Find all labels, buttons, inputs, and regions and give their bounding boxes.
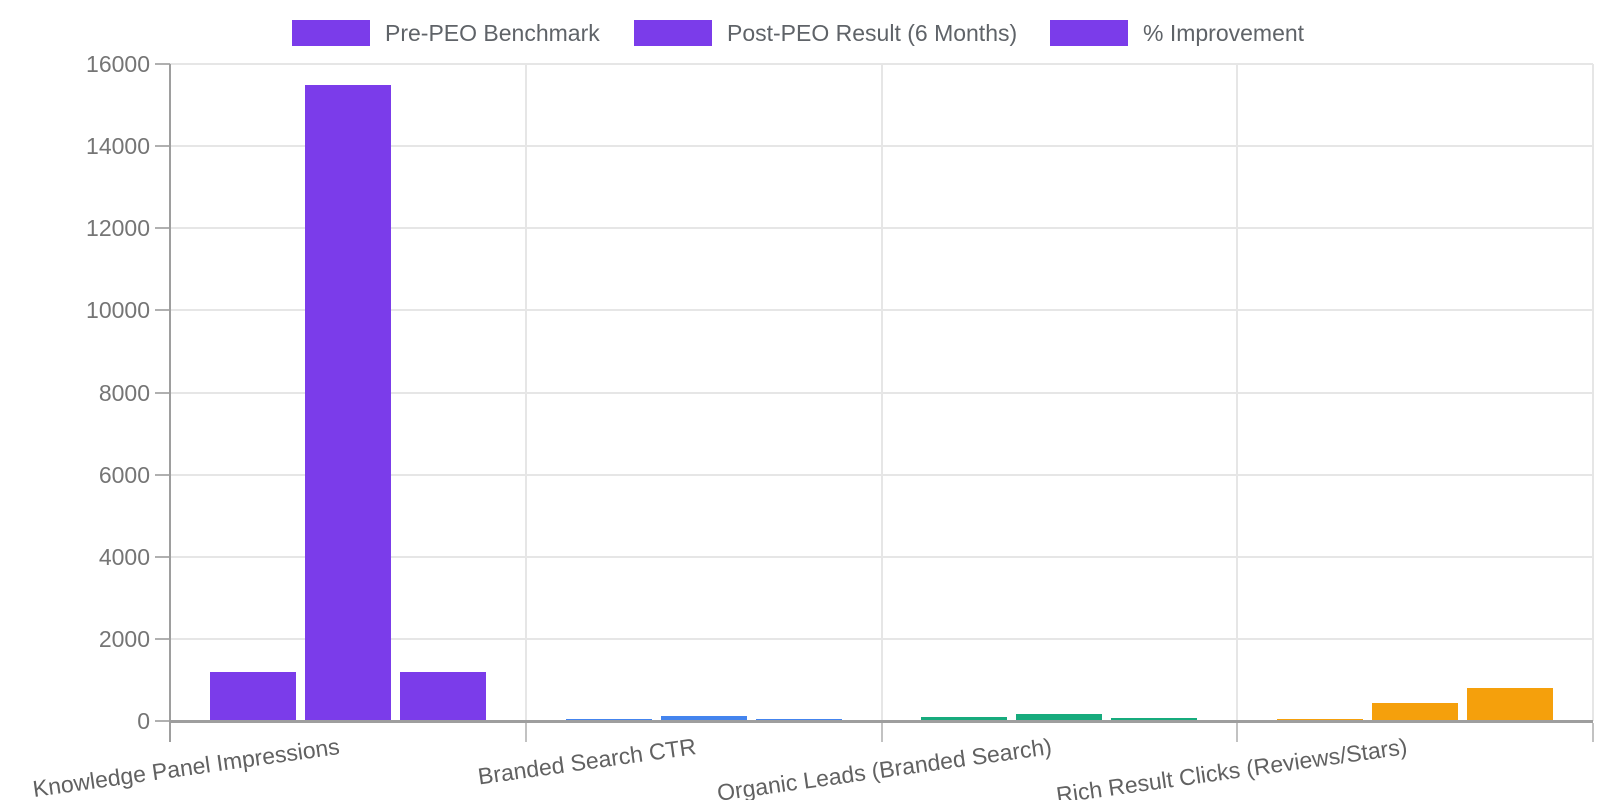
x-axis-category-label: Knowledge Panel Impressions — [31, 733, 342, 800]
legend-label: Post-PEO Result (6 Months) — [727, 19, 1018, 46]
legend-item[interactable]: Pre-PEO Benchmark — [292, 19, 600, 47]
gridline — [1592, 64, 1594, 721]
legend-item[interactable]: % Improvement — [1050, 19, 1304, 47]
legend-swatch-icon — [292, 20, 370, 46]
bar-post-peo-result-6-months[interactable] — [661, 716, 747, 721]
x-axis-line — [170, 720, 1593, 723]
y-axis-tick — [155, 637, 170, 640]
y-axis-tick — [155, 555, 170, 558]
legend-label: Pre-PEO Benchmark — [385, 19, 600, 46]
y-axis-tick-label: 8000 — [98, 379, 150, 406]
x-axis-category-label: Rich Result Clicks (Reviews/Stars) — [1054, 733, 1409, 800]
y-axis-tick — [155, 473, 170, 476]
y-axis-tick-label: 12000 — [86, 215, 150, 242]
y-axis-tick-label: 6000 — [98, 461, 150, 488]
bar-pre-peo-benchmark[interactable] — [921, 717, 1007, 721]
legend-swatch-icon — [634, 20, 712, 46]
x-axis-category-label: Branded Search CTR — [475, 733, 698, 790]
legend-swatch-icon — [1050, 20, 1128, 46]
y-axis-tick-label: 2000 — [98, 625, 150, 652]
gridline — [880, 64, 883, 721]
x-axis-tick — [880, 723, 883, 742]
bar-post-peo-result-6-months[interactable] — [1016, 714, 1102, 721]
y-axis-tick-label: 16000 — [86, 51, 150, 77]
bar-improvement[interactable] — [1111, 718, 1197, 721]
bar-pre-peo-benchmark[interactable] — [210, 672, 296, 721]
x-axis-tick — [1236, 723, 1239, 742]
gridline — [524, 64, 527, 721]
y-axis-tick — [155, 720, 170, 722]
x-axis-tick — [1592, 723, 1594, 742]
y-axis-tick — [155, 227, 170, 230]
y-axis-tick-label: 4000 — [98, 543, 150, 570]
y-axis-tick — [155, 391, 170, 394]
bar-improvement[interactable] — [400, 672, 486, 721]
x-axis-tick — [524, 723, 527, 742]
y-axis-tick — [155, 309, 170, 312]
y-axis-line — [169, 64, 171, 742]
gridline — [1236, 64, 1239, 721]
legend-label: % Improvement — [1143, 19, 1305, 46]
legend-item[interactable]: Post-PEO Result (6 Months) — [634, 19, 1017, 47]
y-axis-tick — [155, 63, 170, 65]
y-axis-tick — [155, 145, 170, 148]
bar-post-peo-result-6-months[interactable] — [1372, 703, 1458, 721]
y-axis-tick-label: 10000 — [86, 297, 150, 324]
y-axis-tick-label: 14000 — [86, 133, 150, 160]
x-axis-category-label: Organic Leads (Branded Search) — [715, 733, 1054, 800]
bar-improvement[interactable] — [1467, 688, 1553, 721]
y-axis-tick-label: 0 — [137, 708, 150, 734]
bar-post-peo-result-6-months[interactable] — [305, 85, 391, 721]
